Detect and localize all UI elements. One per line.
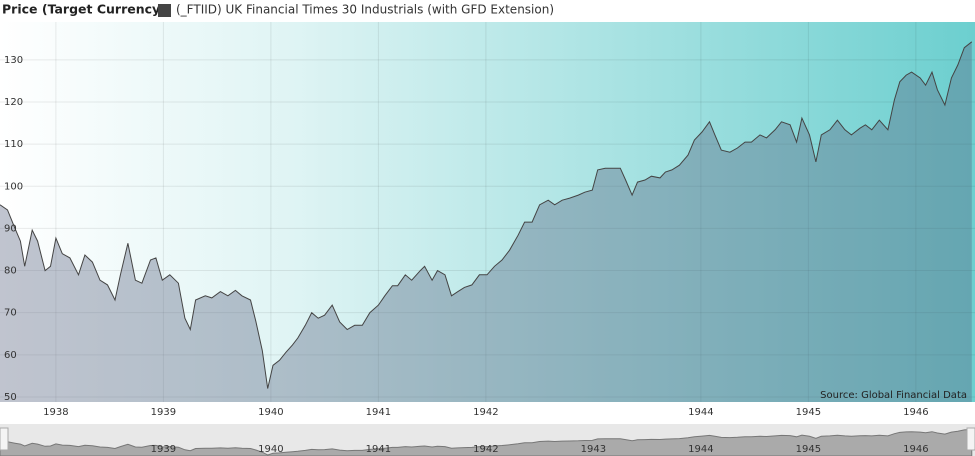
series-line [0, 41, 973, 389]
x-tick-label: 1939 [151, 407, 176, 418]
x-tick-label: 1938 [43, 407, 68, 418]
y-tick-label: 100 [4, 181, 23, 192]
x-tick-label: 1946 [903, 407, 928, 418]
y-tick-label: 80 [4, 266, 17, 277]
y-tick-label: 120 [4, 97, 23, 108]
y-tick-label: 70 [4, 308, 17, 319]
y-tick-label: 90 [4, 223, 17, 234]
plot-background [0, 22, 975, 402]
y-tick-label: 50 [4, 392, 17, 403]
series-area [0, 41, 972, 403]
x-tick-label: 1941 [366, 407, 391, 418]
navigator-handle[interactable] [966, 427, 975, 451]
chart-title: Price (Target Currency) [2, 2, 166, 17]
legend-swatch [158, 4, 171, 17]
x-tick-label: 1942 [473, 407, 498, 418]
legend-label[interactable]: (_FTIID) UK Financial Times 30 Industria… [176, 3, 554, 17]
navigator-tick-label: 1943 [581, 444, 606, 455]
x-tick-label: 1945 [796, 407, 821, 418]
y-tick-label: 60 [4, 350, 17, 361]
x-tick-label: 1940 [258, 407, 283, 418]
navigator-tick-label: 1945 [796, 444, 821, 455]
y-tick-label: 130 [4, 55, 23, 66]
x-tick-label: 1944 [688, 407, 713, 418]
navigator-tick-label: 1946 [903, 444, 928, 455]
navigator-area [0, 428, 973, 456]
navigator-tick-label: 1944 [688, 444, 713, 455]
navigator-tick-label: 1939 [151, 444, 176, 455]
navigator-handle[interactable] [0, 427, 9, 451]
navigator-tick-label: 1942 [473, 444, 498, 455]
navigator-tick-label: 1940 [258, 444, 283, 455]
y-tick-label: 110 [4, 139, 23, 150]
source-note: Source: Global Financial Data [820, 390, 967, 401]
navigator-tick-label: 1941 [366, 444, 391, 455]
